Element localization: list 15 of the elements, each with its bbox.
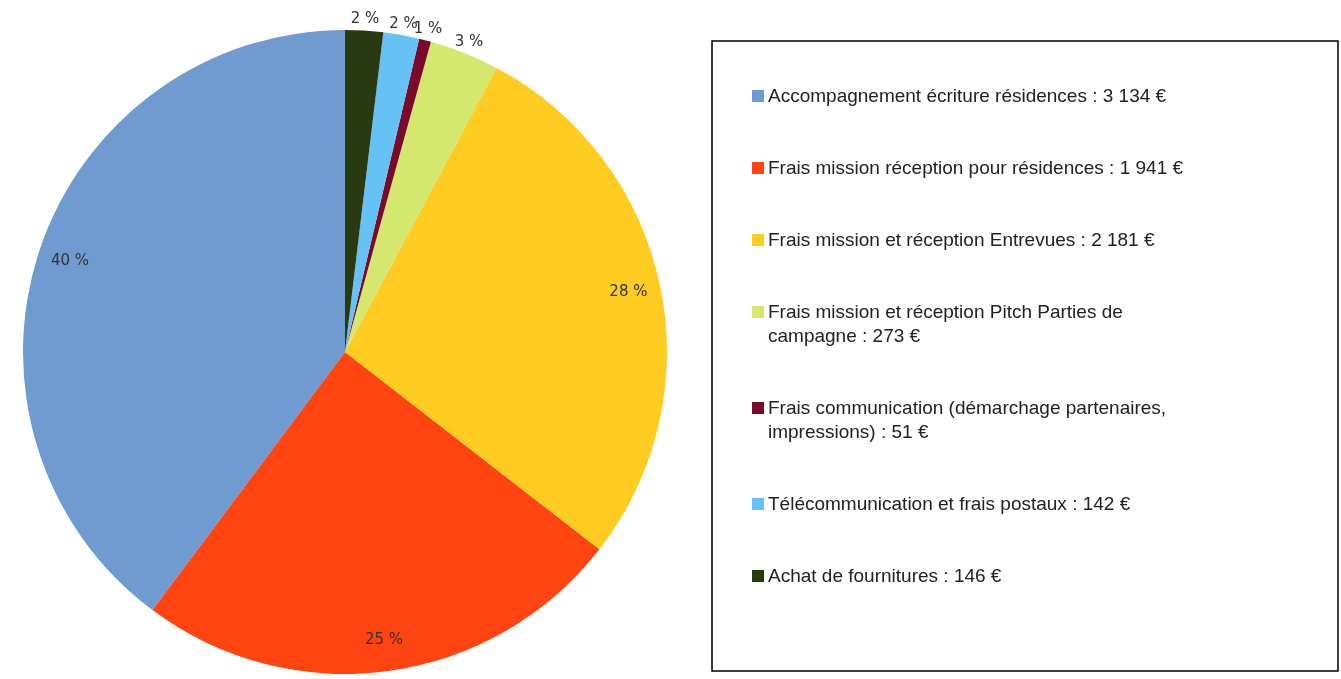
legend-label: Frais communication (démarchage partenaires, impressions) : 51 €	[768, 397, 1167, 443]
legend-label: Achat de fournitures : 146 €	[768, 565, 1002, 587]
legend-label: Frais mission et réception Entrevues : 2 181 €	[768, 229, 1155, 251]
pie-slice	[152, 352, 600, 674]
legend-label: Frais mission réception pour résidences : 1 941 €	[768, 157, 1184, 179]
data-label: 2 %	[350, 9, 380, 28]
pie-slice	[23, 30, 345, 611]
pie-slice	[345, 67, 667, 550]
data-label: 28 %	[609, 281, 648, 300]
data-label: 40 %	[50, 251, 90, 270]
legend-label: Frais mission et réception Pitch Parties de campagne : 273 €	[768, 301, 1123, 347]
data-label: 3 %	[454, 32, 484, 51]
legend-label: Accompagnement écriture résidences : 3 134 €	[768, 85, 1167, 107]
legend-label: Télécommunication et frais postaux : 142 €	[768, 493, 1131, 515]
data-label: 25 %	[364, 629, 404, 648]
